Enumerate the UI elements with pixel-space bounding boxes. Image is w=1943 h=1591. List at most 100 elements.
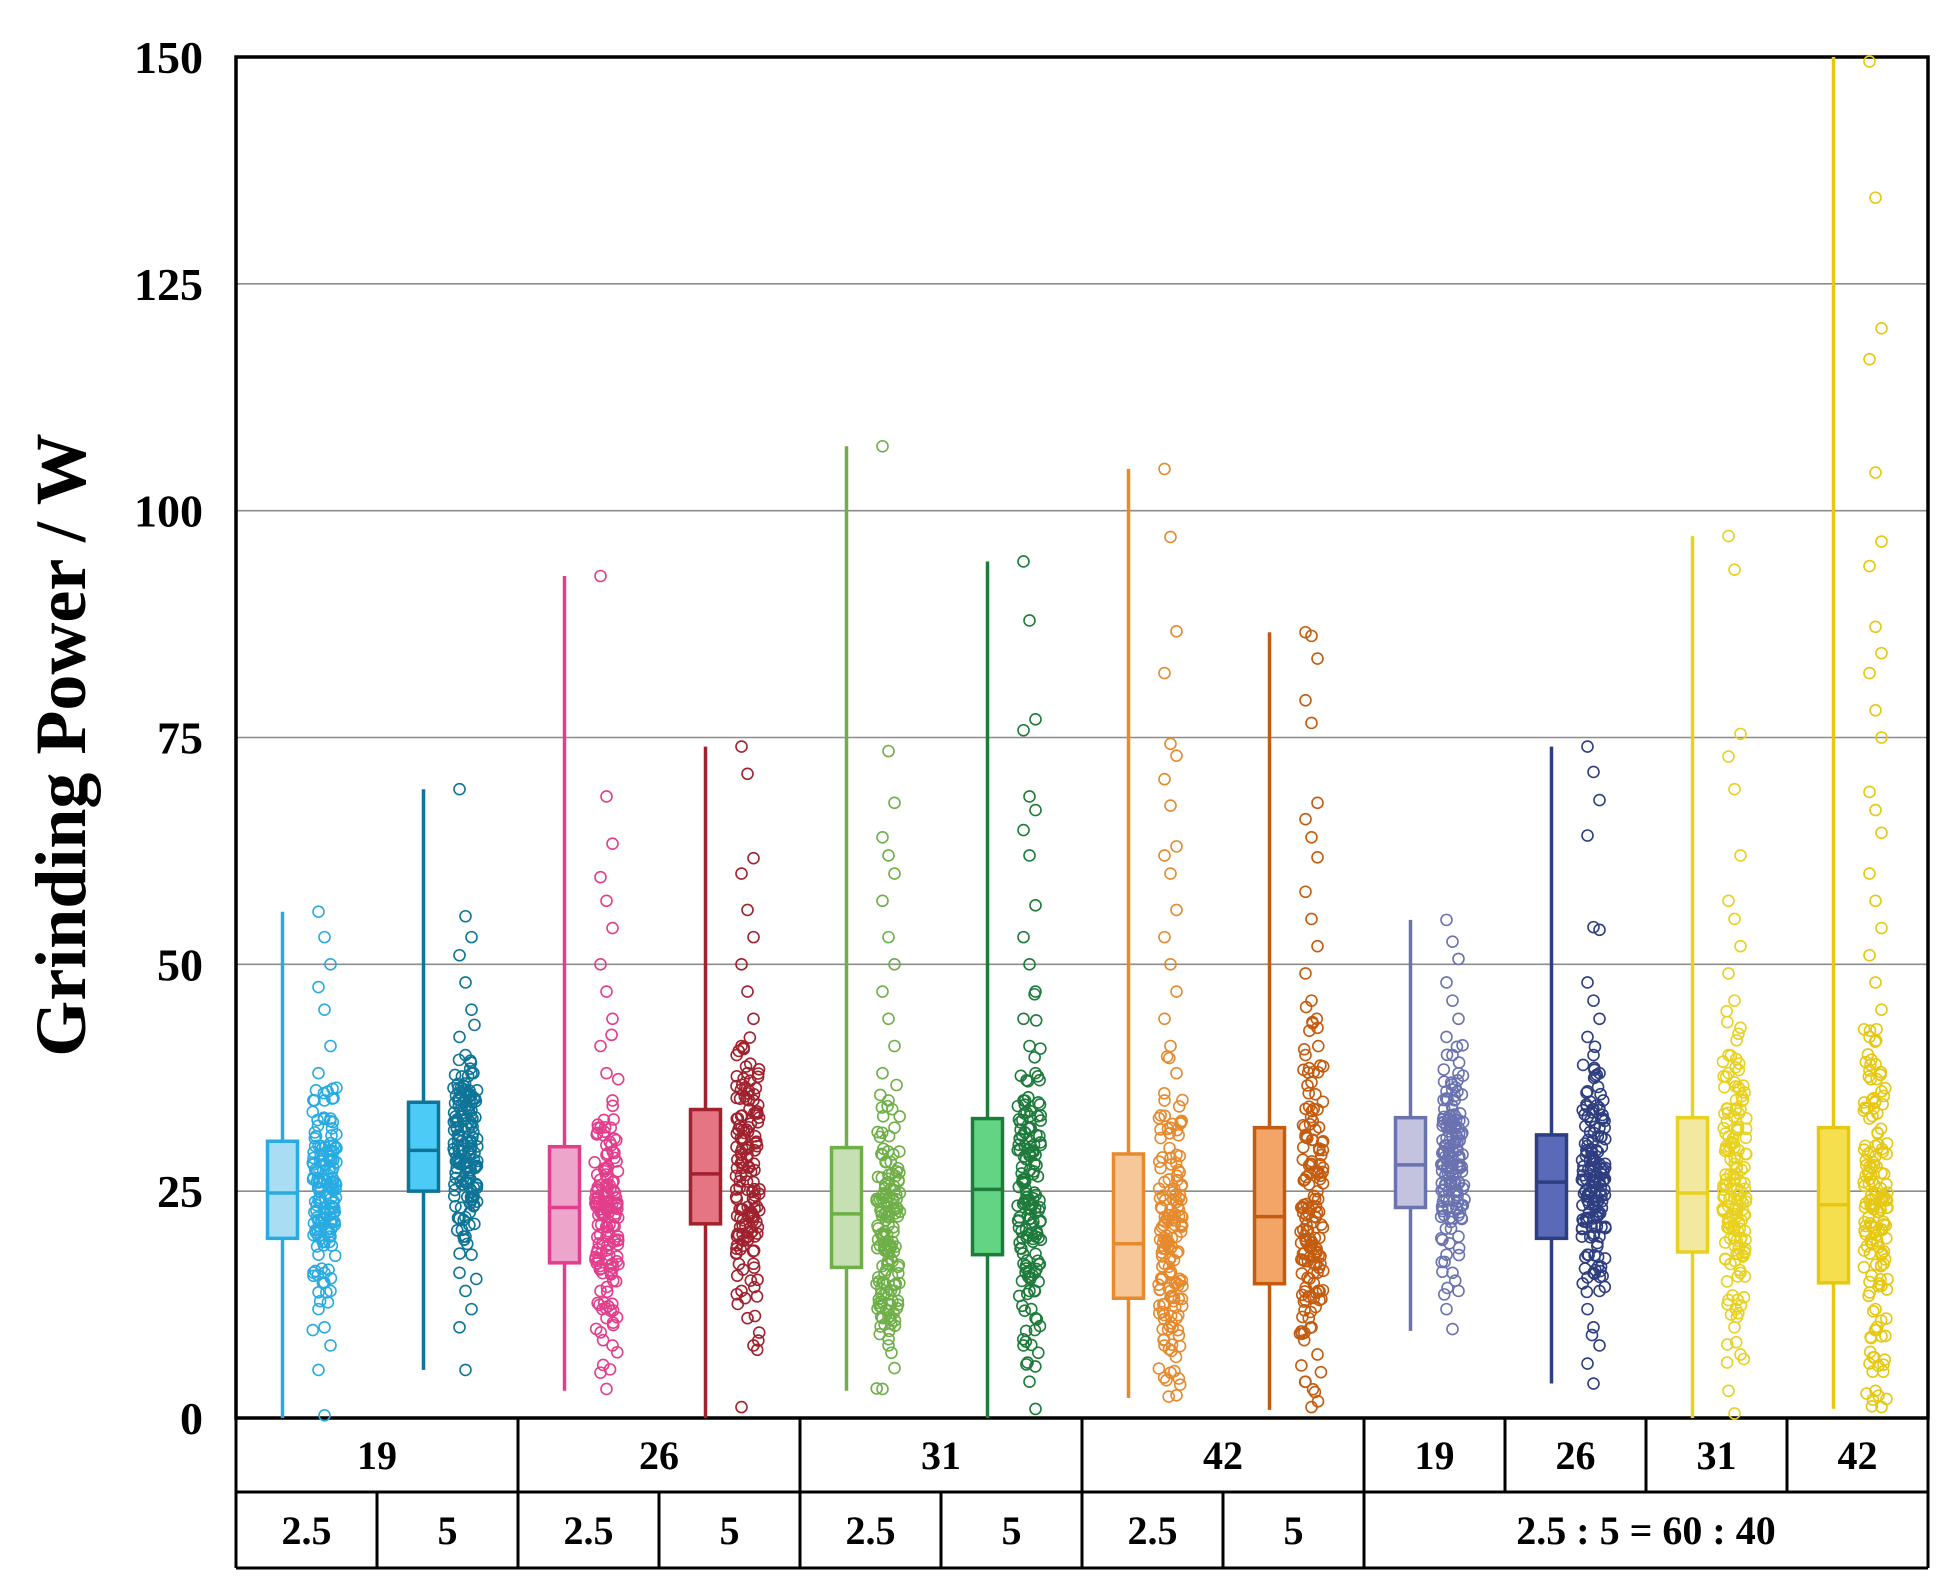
data-point bbox=[1857, 1175, 1871, 1189]
data-point bbox=[1722, 750, 1735, 763]
data-point bbox=[597, 1113, 611, 1127]
data-point bbox=[1863, 1275, 1876, 1289]
data-point bbox=[1865, 1161, 1878, 1174]
data-point bbox=[876, 985, 889, 998]
data-point bbox=[1722, 1384, 1735, 1398]
data-point bbox=[1731, 1293, 1744, 1307]
data-point bbox=[1029, 1148, 1042, 1162]
data-point bbox=[453, 1247, 466, 1260]
data-point bbox=[606, 1219, 620, 1232]
data-point bbox=[1728, 1254, 1742, 1268]
data-point bbox=[736, 1123, 750, 1137]
size-label: 2.5 bbox=[282, 1508, 332, 1553]
data-point bbox=[1593, 1012, 1606, 1026]
data-point bbox=[1028, 1284, 1042, 1298]
data-point bbox=[1299, 967, 1312, 980]
data-point bbox=[734, 1243, 747, 1256]
data-point bbox=[1306, 1382, 1320, 1396]
data-point bbox=[1736, 1079, 1750, 1092]
data-point bbox=[308, 1094, 321, 1107]
data-point bbox=[1875, 826, 1888, 840]
data-point bbox=[1173, 1272, 1186, 1286]
data-point bbox=[1031, 1070, 1045, 1083]
data-point bbox=[1722, 1048, 1735, 1062]
data-point bbox=[1437, 1288, 1451, 1301]
data-point bbox=[1728, 1239, 1741, 1252]
data-point bbox=[605, 1138, 618, 1152]
data-point bbox=[1594, 1087, 1607, 1101]
data-point bbox=[1023, 1284, 1036, 1298]
data-point bbox=[1175, 1220, 1188, 1233]
data-point bbox=[611, 1072, 625, 1086]
data-point bbox=[1157, 1308, 1171, 1322]
data-point bbox=[1728, 782, 1741, 796]
data-point bbox=[882, 1094, 895, 1107]
data-point bbox=[1875, 1400, 1888, 1414]
data-point bbox=[1029, 1360, 1042, 1373]
data-point bbox=[1170, 1311, 1183, 1325]
data-point bbox=[313, 1294, 327, 1308]
data-point bbox=[876, 439, 889, 453]
data-point bbox=[1593, 923, 1606, 937]
data-point bbox=[752, 1063, 766, 1076]
data-point bbox=[1152, 1111, 1166, 1125]
data-point bbox=[1581, 976, 1594, 989]
data-point bbox=[312, 1285, 325, 1299]
data-point bbox=[1019, 1259, 1033, 1273]
data-point bbox=[1012, 1138, 1026, 1152]
data-point bbox=[318, 1094, 331, 1107]
data-point bbox=[1452, 1012, 1465, 1026]
data-point bbox=[1158, 1012, 1171, 1026]
iqr-box bbox=[1252, 1125, 1287, 1286]
data-point bbox=[741, 985, 754, 998]
group-label: 31 bbox=[1697, 1433, 1737, 1478]
size-label: 5 bbox=[1002, 1508, 1022, 1553]
data-point bbox=[1730, 1033, 1743, 1047]
y-tick-label: 125 bbox=[134, 259, 203, 310]
data-point bbox=[1305, 629, 1318, 643]
data-point bbox=[1588, 1040, 1602, 1054]
data-point bbox=[1311, 796, 1324, 810]
data-point bbox=[1299, 1293, 1312, 1307]
data-point bbox=[1717, 1190, 1730, 1204]
data-point bbox=[1172, 1128, 1185, 1142]
data-point bbox=[1452, 1121, 1465, 1134]
data-point bbox=[1869, 894, 1882, 908]
data-point bbox=[1034, 1214, 1047, 1228]
data-point bbox=[468, 1018, 481, 1032]
data-point bbox=[1587, 765, 1600, 779]
data-point bbox=[747, 1088, 761, 1101]
data-point bbox=[736, 1078, 749, 1092]
data-point bbox=[1875, 321, 1888, 335]
data-point bbox=[1578, 1137, 1592, 1151]
data-point bbox=[312, 1230, 325, 1243]
data-point bbox=[1452, 1066, 1465, 1080]
data-point bbox=[1728, 563, 1741, 576]
data-point bbox=[600, 1382, 613, 1396]
data-point bbox=[1867, 1102, 1881, 1115]
iqr-box bbox=[1393, 1115, 1428, 1210]
data-point bbox=[1446, 935, 1459, 948]
gridlines bbox=[236, 283, 1928, 1192]
data-point bbox=[1158, 930, 1171, 944]
data-point bbox=[1440, 976, 1453, 989]
box-series bbox=[265, 905, 343, 1422]
data-point bbox=[1152, 1362, 1166, 1375]
data-point bbox=[730, 1269, 744, 1282]
data-point bbox=[1170, 985, 1183, 998]
data-point bbox=[880, 1194, 893, 1208]
data-point bbox=[1577, 1187, 1591, 1200]
data-point bbox=[312, 1302, 325, 1316]
data-point bbox=[469, 1111, 482, 1124]
data-point bbox=[1297, 1063, 1310, 1077]
group-label: 26 bbox=[639, 1433, 679, 1478]
data-point bbox=[1296, 1223, 1310, 1237]
data-point bbox=[880, 1286, 893, 1299]
data-point bbox=[324, 1230, 337, 1243]
data-point bbox=[312, 1248, 325, 1261]
data-point bbox=[1727, 1110, 1741, 1123]
data-point bbox=[1868, 1096, 1882, 1109]
data-point bbox=[1863, 948, 1876, 962]
data-point bbox=[1875, 646, 1888, 660]
data-point bbox=[735, 1121, 748, 1134]
